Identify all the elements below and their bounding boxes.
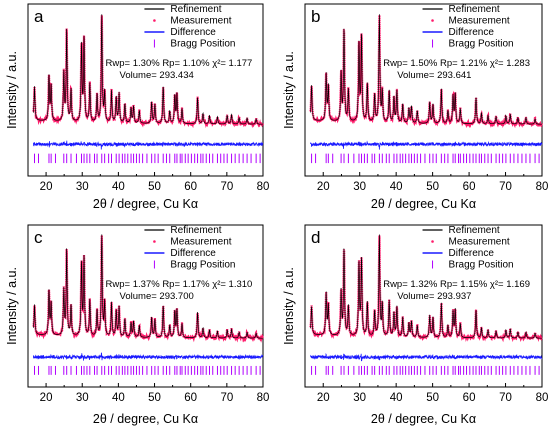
legend-label: Refinement [170,225,221,236]
legend-label: Bragg Position [170,260,235,271]
legend-label: Bragg Position [449,260,514,271]
x-tick-label: 70 [220,181,233,193]
x-tick-label: 50 [148,392,161,404]
refinement-series [310,234,542,339]
cell-volume: Volume= 293.700 [120,291,194,302]
x-tick-label: 40 [112,181,125,193]
x-tick-label: 70 [499,392,512,404]
cell-volume: Volume= 293.937 [397,291,471,302]
refinement-series [310,14,542,125]
x-tick-label: 60 [463,181,476,193]
x-tick-label: 60 [463,392,476,404]
x-tick-label: 70 [499,181,512,193]
x-axis-title: 2θ / degree, Cu Kα [371,197,476,211]
x-tick-label: 60 [184,181,197,193]
x-tick-label: 30 [353,181,366,193]
x-tick-label: 50 [426,392,439,404]
bragg-position-marks [311,365,540,375]
y-axis-title: Intensity / a.u. [5,51,19,129]
legend-label: Measurement [449,237,510,248]
x-tick-label: 80 [536,392,549,404]
x-tick-label: 70 [220,392,233,404]
bragg-position-marks [311,153,540,164]
legend-label: Bragg Position [170,39,235,50]
difference-series [310,352,543,362]
legend-label: Bragg Position [449,39,514,50]
legend-label: Measurement [170,237,231,248]
x-axis-title: 2θ / degree, Cu Kα [371,412,476,426]
refinement-series [33,234,263,339]
x-tick-label: 30 [353,392,366,404]
cell-volume: Volume= 293.434 [120,70,194,81]
x-axis-title: 2θ / degree, Cu Kα [93,197,198,211]
cell-volume: Volume= 293.641 [397,70,471,81]
legend-measurement-swatch [153,19,156,22]
measurement-series [309,235,543,343]
difference-series [33,352,264,361]
panel-c: 20 30 40 50 60 70 80 2θ / degree, Cu Kα Intensit… [5,224,270,426]
x-tick-label: 80 [536,181,549,193]
legend-label: Refinement [170,4,221,15]
y-axis-title: Intensity / a.u. [282,267,296,345]
panel-d: 20 30 40 50 60 70 80 2θ / degree, Cu Kα Intensit… [282,224,549,426]
x-axis-title: 2θ / degree, Cu Kα [93,412,198,426]
plot-frame [304,3,543,177]
x-tick-label: 30 [76,392,89,404]
y-axis-title: Intensity / a.u. [5,267,19,345]
difference-series [310,140,543,150]
x-tick-label: 80 [257,392,270,404]
refinement-series [33,14,263,125]
x-tick-label: 60 [184,392,197,404]
plot-frame [304,224,543,388]
panel-letter: b [311,7,320,26]
legend-label: Difference [170,27,216,38]
refinement-stats: Rwp= 1.32% Rp= 1.15% χ²= 1.169 [383,279,530,290]
y-axis-title: Intensity / a.u. [282,51,296,129]
legend-label: Difference [170,248,216,259]
x-tick-label: 40 [112,392,125,404]
refinement-stats: Rwp= 1.30% Rp= 1.10% χ²= 1.177 [106,58,253,69]
legend-label: Measurement [449,16,510,27]
refinement-stats: Rwp= 1.50% Rp= 1.21% χ²= 1.283 [383,58,530,69]
x-tick-label: 50 [426,181,439,193]
legend-measurement-swatch [153,240,156,243]
panel-letter: c [34,228,43,247]
legend-label: Measurement [170,16,231,27]
panel-letter: a [34,7,44,26]
panel-letter: d [311,228,320,247]
bragg-position-marks [34,153,261,164]
x-tick-label: 30 [76,181,89,193]
x-tick-label: 20 [40,392,53,404]
x-tick-label: 50 [148,181,161,193]
x-tick-label: 20 [317,181,330,193]
legend-label: Difference [449,27,495,38]
refinement-stats: Rwp= 1.37% Rp= 1.17% χ²= 1.310 [106,279,253,290]
legend-label: Refinement [449,225,500,236]
bragg-position-marks [34,365,261,375]
x-tick-label: 40 [390,181,403,193]
x-tick-label: 20 [317,392,330,404]
panel-b: 20 30 40 50 60 70 80 2θ / degree, Cu Kα Intensit… [282,3,549,211]
panel-a: 20 30 40 50 60 70 80 2θ / degree, Cu Kα Intensit… [5,3,270,211]
x-tick-label: 20 [40,181,53,193]
difference-series [33,140,264,150]
x-tick-label: 40 [390,392,403,404]
x-tick-label: 80 [257,181,270,193]
plot-frame [27,224,264,388]
legend-measurement-swatch [431,240,434,243]
plot-frame [27,3,264,177]
legend-measurement-swatch [431,19,434,22]
legend-label: Refinement [449,4,500,15]
legend-label: Difference [449,248,495,259]
